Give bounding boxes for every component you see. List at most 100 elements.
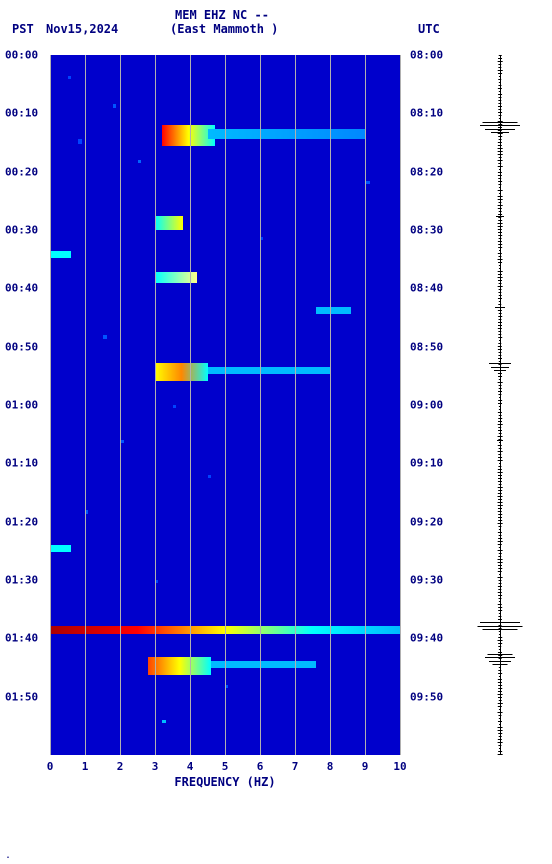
waveform-noise (499, 193, 501, 194)
x-tick: 1 (82, 760, 89, 773)
waveform-noise (498, 712, 503, 713)
waveform-noise (498, 403, 502, 404)
waveform-noise (498, 148, 503, 149)
waveform-noise (498, 616, 501, 617)
waveform-noise (498, 454, 501, 455)
waveform-noise (498, 478, 502, 479)
gridline (85, 55, 86, 755)
waveform-noise (499, 55, 502, 56)
waveform-noise (499, 667, 501, 668)
waveform-noise (498, 220, 502, 221)
y-tick-left: 00:10 (5, 107, 38, 120)
y-tick-left: 00:40 (5, 282, 38, 295)
y-tick-left: 01:10 (5, 457, 38, 470)
waveform-noise (498, 79, 501, 80)
x-tick: 2 (117, 760, 124, 773)
waveform-noise (499, 415, 502, 416)
waveform-noise (498, 247, 502, 248)
waveform-noise (498, 610, 502, 611)
waveform-noise (498, 277, 503, 278)
waveform-noise (499, 709, 501, 710)
gridline (260, 55, 261, 755)
waveform-noise (498, 493, 502, 494)
waveform-noise (498, 241, 502, 242)
waveform-noise (498, 130, 502, 131)
waveform-noise (499, 250, 501, 251)
waveform-noise (498, 133, 503, 134)
waveform-noise (498, 655, 502, 656)
waveform-noise (498, 73, 502, 74)
waveform-noise (498, 532, 502, 533)
waveform-noise (498, 706, 502, 707)
waveform-noise (498, 517, 502, 518)
waveform-noise (498, 232, 502, 233)
waveform-noise (498, 400, 502, 401)
waveform-noise (498, 337, 502, 338)
waveform-noise (498, 562, 503, 563)
waveform-noise (498, 652, 502, 653)
waveform-noise (498, 181, 502, 182)
waveform-noise (498, 577, 503, 578)
noise-patch (103, 335, 107, 339)
waveform-noise (499, 139, 502, 140)
waveform-noise (498, 70, 503, 71)
waveform-noise (499, 661, 502, 662)
waveform-noise (498, 745, 501, 746)
waveform-noise (498, 742, 503, 743)
y-tick-right: 08:00 (410, 49, 443, 62)
y-tick-right: 09:40 (410, 632, 443, 645)
x-tick: 3 (152, 760, 159, 773)
waveform-noise (498, 142, 502, 143)
waveform-noise (499, 574, 501, 575)
waveform-noise (498, 349, 502, 350)
waveform-noise (498, 124, 502, 125)
waveform-noise (498, 262, 502, 263)
waveform-noise (498, 679, 502, 680)
waveform-noise (498, 202, 501, 203)
waveform-noise (498, 256, 501, 257)
waveform-noise (498, 688, 502, 689)
waveform-noise (499, 283, 502, 284)
waveform-noise (498, 427, 501, 428)
waveform-noise (498, 607, 502, 608)
waveform-noise (499, 598, 502, 599)
waveform-noise (499, 622, 501, 623)
waveform-noise (498, 499, 502, 500)
waveform-noise (498, 568, 502, 569)
waveform-noise (498, 310, 502, 311)
waveform-noise (498, 109, 501, 110)
waveform-noise (499, 361, 501, 362)
x-tick: 9 (362, 760, 369, 773)
waveform-noise (498, 58, 502, 59)
waveform-noise (498, 271, 503, 272)
noise-patch (208, 475, 211, 478)
spectrogram-plot (50, 55, 400, 755)
waveform-noise (498, 160, 503, 161)
waveform-noise (498, 223, 503, 224)
y-tick-right: 08:40 (410, 282, 443, 295)
waveform-noise (498, 274, 502, 275)
gridline (190, 55, 191, 755)
x-axis-label: FREQUENCY (HZ) (174, 775, 275, 789)
noise-patch (113, 104, 116, 108)
waveform-noise (498, 253, 502, 254)
waveform-noise (498, 556, 501, 557)
x-tick: 6 (257, 760, 264, 773)
waveform-noise (498, 145, 502, 146)
waveform-noise (498, 304, 501, 305)
waveform-noise (499, 379, 501, 380)
waveform-noise (499, 529, 501, 530)
waveform-noise (499, 82, 501, 83)
waveform-noise (499, 580, 502, 581)
waveform-noise (499, 628, 502, 629)
waveform-noise (498, 559, 503, 560)
waveform-noise (498, 307, 502, 308)
y-tick-left: 01:30 (5, 574, 38, 587)
y-tick-right: 08:50 (410, 340, 443, 353)
y-tick-left: 00:30 (5, 224, 38, 237)
waveform-noise (498, 112, 502, 113)
waveform-noise (498, 685, 502, 686)
y-tick-right: 09:30 (410, 574, 443, 587)
waveform-noise (499, 700, 502, 701)
gridline (50, 55, 51, 755)
